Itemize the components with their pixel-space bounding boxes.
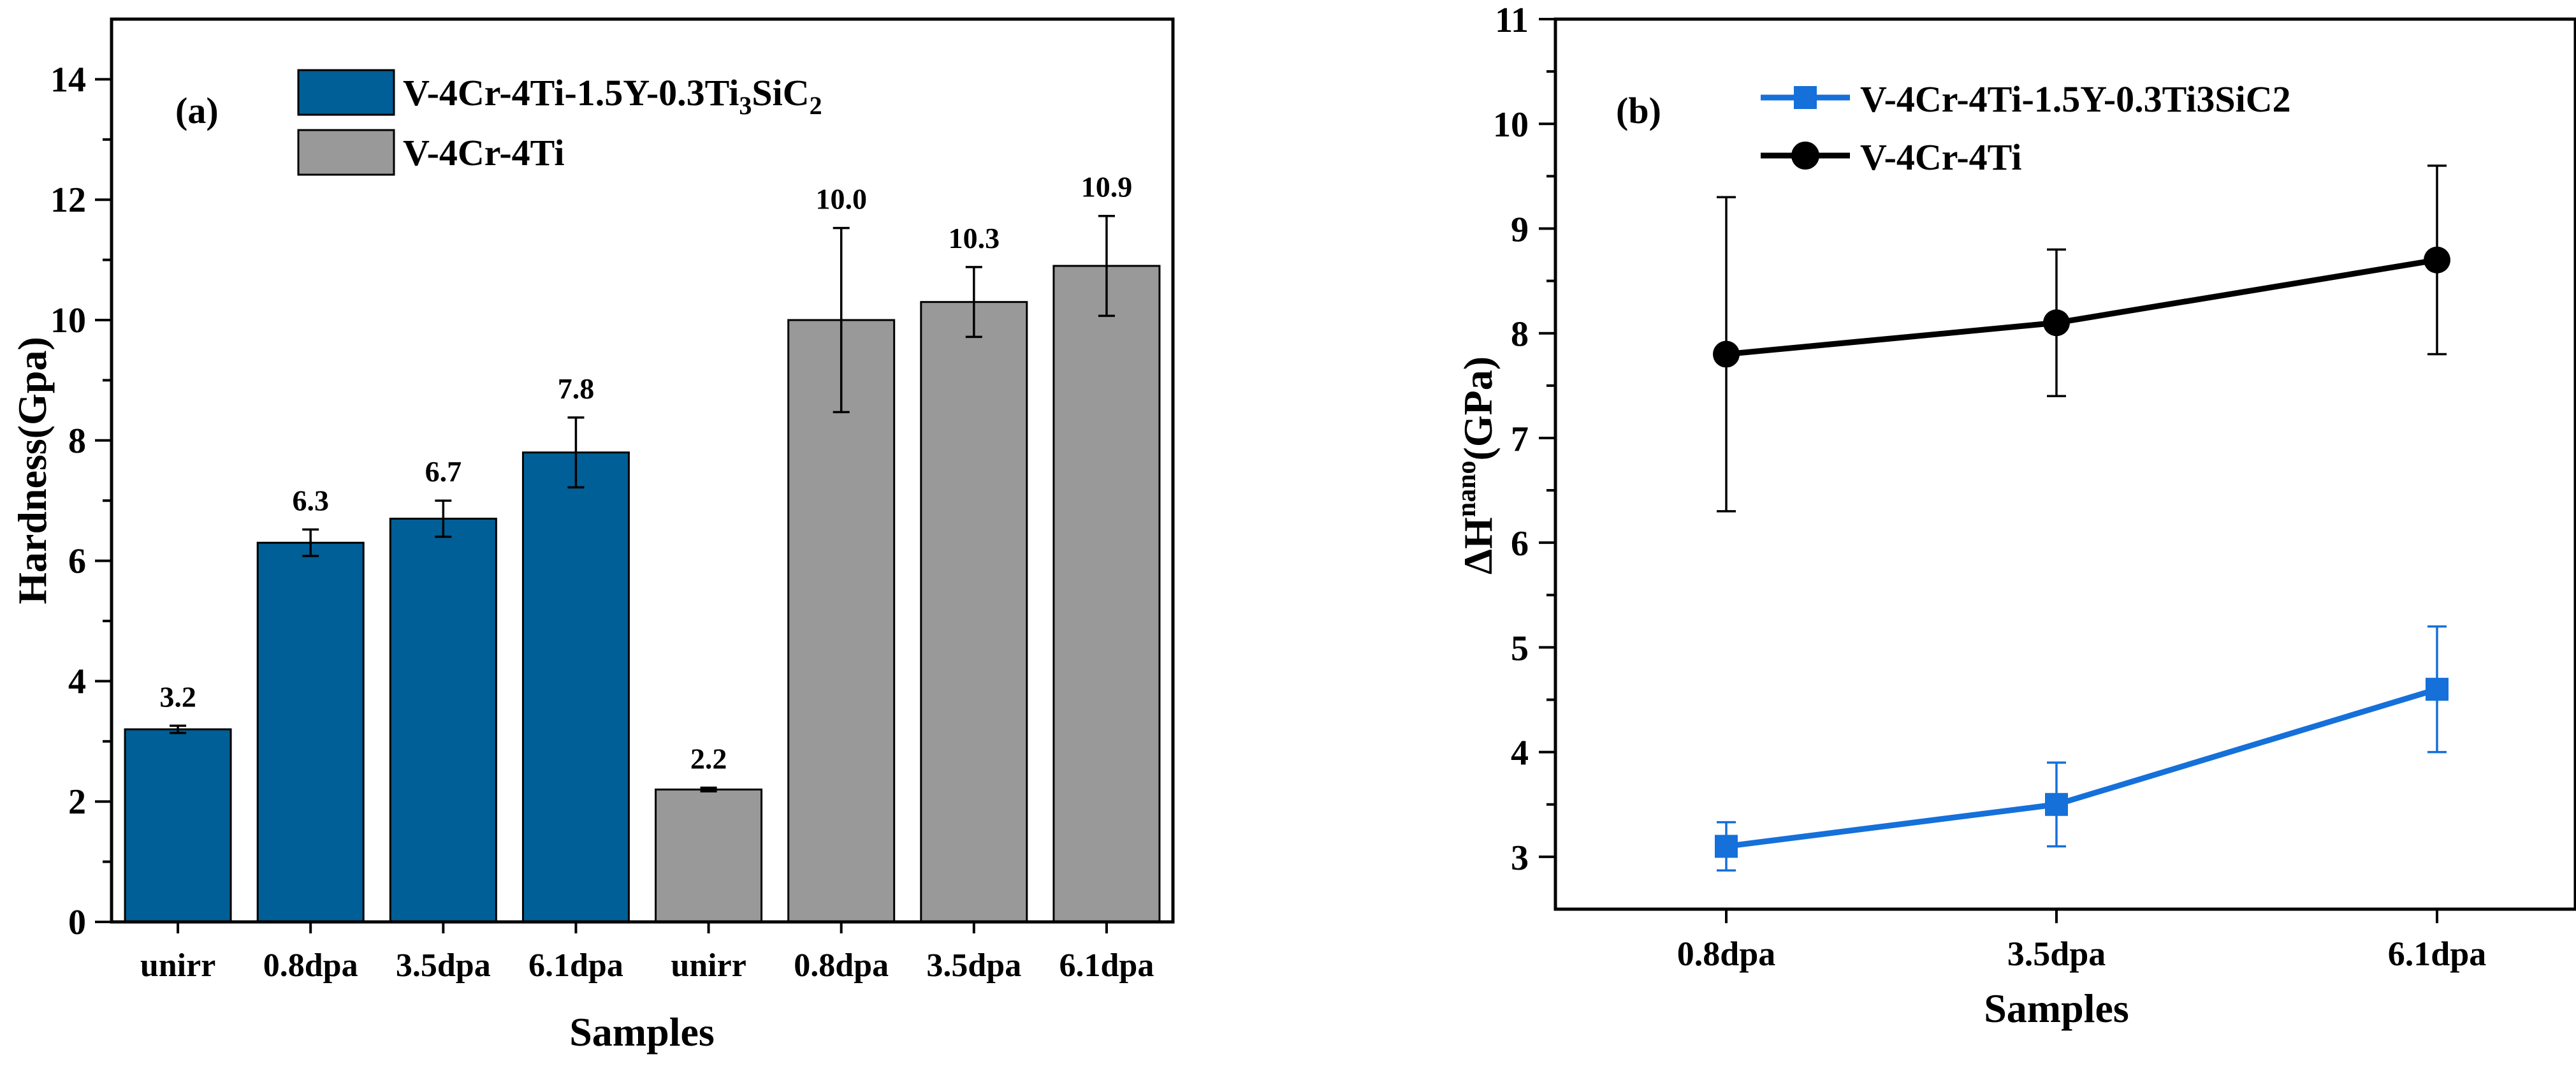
panel-b-x-axis-ticks: 0.8dpa 3.5dpa 6.1dpa [1677,909,2487,973]
panel-a-legend: V-4Cr-4Ti-1.5Y-0.3Ti3SiC2 V-4Cr-4Ti [297,69,822,176]
legend-swatch-reference [297,129,395,176]
bar [1052,265,1161,923]
panel-b-y-axis-title: ΔHnano(GPa) [1452,356,1501,574]
panel-b-line-chart: 3 4 5 6 7 8 9 10 11 0.8dpa 3.5dpa 6.1dpa (b) V-4Cr… [1452,1,2576,1031]
legend-marker-composite [1794,86,1817,109]
data-label: 10.3 [949,222,1000,254]
bar [655,788,763,923]
panel-a-error-bars [170,214,1115,792]
panel-a-y-axis-title: Hardness(Gpa) [10,337,55,604]
data-label: 2.2 [690,742,727,775]
x-tick-label: 0.8dpa [1677,935,1776,973]
x-tick-label: 0.8dpa [794,947,889,984]
legend-label-reference: V-4Cr-4Ti [403,132,564,173]
y-tick-label: 10 [50,301,86,340]
data-label: 7.8 [558,372,595,405]
panel-a-x-axis-title: Samples [569,1009,715,1055]
panel-a-label: (a) [175,90,219,131]
panel-a-value-labels: 3.2 6.3 6.7 7.8 2.2 10.0 10.3 10.9 [159,171,1132,775]
y-tick-label: 6 [1511,524,1529,564]
bar [521,451,630,923]
panel-a-bars [124,265,1161,923]
y-tick-label: 8 [68,421,86,461]
panel-b-y-axis-ticks: 3 4 5 6 7 8 9 10 11 [1493,1,1555,878]
legend-label-composite: V-4Cr-4Ti-1.5Y-0.3Ti3SiC2 [403,72,822,120]
series-composite [1715,625,2449,872]
bar [787,319,896,923]
bar [920,301,1028,923]
series-line [1726,257,2438,358]
y-tick-label: 4 [1511,734,1529,773]
panel-b-x-axis-title: Samples [1984,986,2129,1031]
panel-b-series [1713,164,2450,872]
x-tick-label: 0.8dpa [263,947,358,984]
data-point-circle [2043,309,2070,337]
panel-b-label: (b) [1616,90,1661,131]
panel-a-plot-frame [110,17,1175,924]
y-tick-label: 5 [1511,629,1529,668]
y-tick-label: 14 [50,60,86,99]
y-tick-label: 6 [68,542,86,581]
data-point-square [2426,678,2449,701]
data-label: 6.3 [292,485,329,517]
legend-swatch-composite [297,69,395,116]
legend-label-composite-b: V-4Cr-4Ti-1.5Y-0.3Ti3SiC2 [1860,78,2291,120]
y-tick-label: 4 [68,662,86,701]
data-point-square [1715,835,1738,858]
data-point-circle [2424,246,2450,274]
data-point-square [2045,792,2068,816]
panel-b-plot-frame [1554,17,2576,911]
y-tick-label: 2 [68,782,86,822]
panel-a-bar-chart: 3.26.36.77.82.210.010.310.9 02468101214 … [10,17,1175,1055]
x-tick-label: 3.5dpa [2007,935,2106,973]
data-label: 3.2 [159,680,196,713]
bar [256,541,365,923]
y-tick-label: 8 [1511,315,1529,354]
data-point-circle [1713,340,1740,368]
data-label: 6.7 [425,455,462,488]
panel-a-y-axis-ticks: 0 2 4 6 8 10 12 14 [50,60,112,942]
y-tick-label: 11 [1495,1,1529,40]
x-tick-label: 3.5dpa [396,947,491,984]
series-reference [1713,164,2450,513]
y-tick-label: 12 [50,180,86,220]
x-tick-label: 6.1dpa [528,947,623,984]
data-label: 10.9 [1081,171,1133,203]
panel-b-legend: V-4Cr-4Ti-1.5Y-0.3Ti3SiC2 V-4Cr-4Ti [1761,78,2291,178]
y-tick-label: 7 [1511,420,1529,459]
y-tick-label: 0 [68,903,86,942]
bar [124,728,232,923]
x-tick-label: 6.1dpa [2388,935,2487,973]
bar [389,518,497,923]
x-tick-label: 6.1dpa [1059,947,1154,984]
data-label: 10.0 [815,183,867,215]
x-tick-label: 3.5dpa [926,947,1021,984]
legend-label-reference-b: V-4Cr-4Ti [1860,136,2021,178]
panel-a-x-axis-ticks: unirr 0.8dpa 3.5dpa 6.1dpa unirr 0.8dpa 3.5dpa… [140,922,1154,984]
y-tick-label: 10 [1493,105,1529,145]
series-line [1726,686,2438,849]
y-tick-label: 9 [1511,210,1529,249]
legend-marker-reference [1791,142,1819,170]
x-tick-label: unirr [671,947,746,984]
x-tick-label: unirr [140,947,215,984]
y-tick-label: 3 [1511,838,1529,878]
